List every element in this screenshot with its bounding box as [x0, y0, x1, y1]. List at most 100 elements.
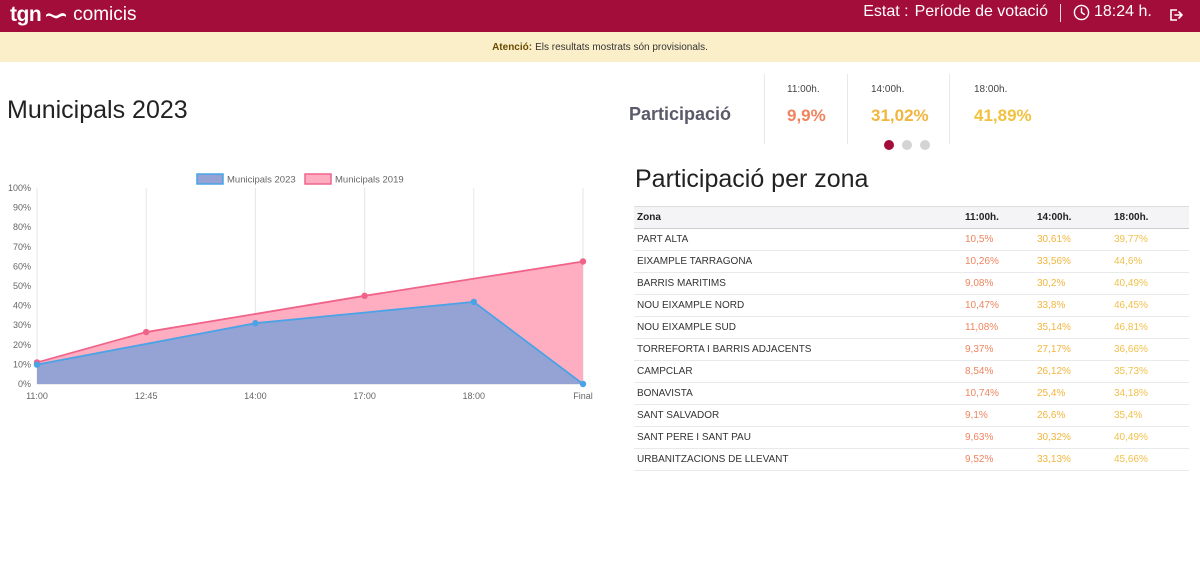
carousel-dot-2[interactable]	[902, 140, 912, 150]
zone-value-cell: 11,08%	[962, 316, 1034, 339]
data-point	[33, 361, 41, 368]
zone-value-cell: 10,26%	[962, 250, 1034, 273]
zone-name-cell: CAMPCLAR	[634, 360, 962, 383]
zone-value-cell: 10,47%	[962, 294, 1034, 317]
table-row: BONAVISTA 10,74% 25,4% 34,18%	[634, 382, 1189, 405]
logout-icon[interactable]	[1168, 7, 1184, 23]
participation-value: 9,9%	[787, 106, 826, 125]
zone-value-cell: 33,8%	[1034, 294, 1111, 317]
zone-name-cell: BONAVISTA	[634, 382, 962, 405]
col-header-1100: 11:00h.	[962, 206, 1034, 229]
alert-label: Atenció:	[492, 41, 533, 53]
participation-chart: 0% 10% 20% 30% 40% 50% 60% 70% 80% 90% 100% 11:00 12…	[8, 173, 593, 401]
participation-item-1800: 18:00h. 41,89%	[949, 74, 1051, 144]
zone-value-cell: 44,6%	[1111, 250, 1189, 273]
zone-value-cell: 26,12%	[1034, 360, 1111, 383]
zone-value-cell: 25,4%	[1034, 382, 1111, 405]
zone-value-cell: 33,13%	[1034, 448, 1111, 471]
series-line-0	[36, 300, 584, 385]
zones-table: Zona 11:00h. 14:00h. 18:00h. PART ALTA 10…	[634, 206, 1189, 471]
zone-value-cell: 45,66%	[1111, 448, 1189, 471]
zone-value-cell: 9,1%	[962, 404, 1034, 427]
participation-item-1100: 11:00h. 9,9%	[764, 74, 846, 144]
table-row: PART ALTA 10,5% 30,61% 39,77%	[634, 228, 1189, 251]
table-row: URBANITZACIONS DE LLEVANT 9,52% 33,13% 45,6…	[634, 448, 1189, 471]
col-header-1800: 18:00h.	[1111, 206, 1189, 229]
provisional-results-alert: Atenció: Els resultats mostrats són prov…	[0, 32, 1200, 62]
zone-value-cell: 27,17%	[1034, 338, 1111, 361]
table-row: NOU EIXAMPLE NORD 10,47% 33,8% 46,45%	[634, 294, 1189, 317]
y-tick-label: 70%	[13, 242, 31, 252]
zone-name-cell: PART ALTA	[634, 228, 962, 251]
legend-label: Municipals 2019	[335, 175, 404, 186]
zone-value-cell: 34,18%	[1111, 382, 1189, 405]
x-tick-label: 14:00	[244, 391, 267, 401]
table-row: EIXAMPLE TARRAGONA 10,26% 33,56% 44,6%	[634, 250, 1189, 273]
zone-value-cell: 9,37%	[962, 338, 1034, 361]
zone-value-cell: 10,74%	[962, 382, 1034, 405]
data-point	[361, 292, 368, 299]
zone-value-cell: 30,32%	[1034, 426, 1111, 449]
zone-name-cell: BARRIS MARITIMS	[634, 272, 962, 295]
participation-time: 14:00h.	[871, 84, 905, 95]
zone-value-cell: 26,6%	[1034, 404, 1111, 427]
y-tick-label: 60%	[13, 261, 31, 271]
data-point	[470, 298, 477, 306]
data-point	[252, 320, 259, 327]
brand-tgn: tgn	[10, 3, 42, 26]
time-value: 18:24 h.	[1094, 3, 1152, 20]
data-point	[579, 380, 587, 388]
status-label: Estat :	[863, 3, 909, 20]
zone-value-cell: 8,54%	[962, 360, 1034, 383]
legend-label: Municipals 2023	[227, 175, 296, 186]
y-tick-label: 10%	[13, 359, 31, 369]
participation-title: Participació	[629, 104, 732, 124]
zone-name-cell: EIXAMPLE TARRAGONA	[634, 250, 962, 273]
zone-value-cell: 35,14%	[1034, 316, 1111, 339]
zone-value-cell: 46,81%	[1111, 316, 1189, 339]
y-tick-label: 30%	[13, 320, 31, 330]
brand-comicis: comicis	[73, 4, 137, 25]
table-row: BARRIS MARITIMS 9,08% 30,2% 40,49%	[634, 272, 1189, 295]
zone-value-cell: 30,2%	[1034, 272, 1111, 295]
zone-name-cell: SANT PERE I SANT PAU	[634, 426, 962, 449]
series-line-1	[36, 260, 584, 364]
carousel-dot-1[interactable]	[884, 140, 894, 150]
carousel-dot-3[interactable]	[920, 140, 930, 150]
col-header-1400: 14:00h.	[1034, 206, 1111, 229]
brand-logo[interactable]: tgn comicis	[10, 2, 137, 28]
zone-value-cell: 33,56%	[1034, 250, 1111, 273]
zone-value-cell: 39,77%	[1111, 228, 1189, 251]
participation-value: 41,89%	[974, 106, 1032, 125]
zone-name-cell: URBANITZACIONS DE LLEVANT	[634, 448, 962, 471]
zone-value-cell: 9,08%	[962, 272, 1034, 295]
zone-value-cell: 40,49%	[1111, 272, 1189, 295]
table-row: SANT PERE I SANT PAU 9,63% 30,32% 40,49%	[634, 426, 1189, 449]
top-bar: tgn comicis Estat : Període de votació 1…	[0, 0, 1200, 32]
participation-time: 11:00h.	[787, 84, 820, 95]
status-value: Període de votació	[914, 3, 1048, 20]
zone-value-cell: 30,61%	[1034, 228, 1111, 251]
zone-value-cell: 46,45%	[1111, 294, 1189, 317]
zone-value-cell: 9,63%	[962, 426, 1034, 449]
y-tick-label: 80%	[13, 222, 31, 232]
zone-value-cell: 36,66%	[1111, 338, 1189, 361]
zone-name-cell: SANT SALVADOR	[634, 404, 962, 427]
zone-name-cell: TORREFORTA I BARRIS ADJACENTS	[634, 338, 962, 361]
election-status: Estat : Període de votació	[863, 3, 1048, 21]
current-time: 18:24 h.	[1073, 3, 1152, 21]
zone-value-cell: 40,49%	[1111, 426, 1189, 449]
zone-value-cell: 35,73%	[1111, 360, 1189, 383]
zone-value-cell: 9,52%	[962, 448, 1034, 471]
y-tick-label: 0%	[18, 379, 31, 389]
x-tick-label: 18:00	[463, 391, 486, 401]
participation-item-1400: 14:00h. 31,02%	[847, 74, 949, 144]
table-row: NOU EIXAMPLE SUD 11,08% 35,14% 46,81%	[634, 316, 1189, 339]
participation-value: 31,02%	[871, 106, 929, 125]
table-header-row: Zona 11:00h. 14:00h. 18:00h.	[634, 206, 1189, 229]
y-tick-label: 20%	[13, 340, 31, 350]
zone-value-cell: 35,4%	[1111, 404, 1189, 427]
page-title: Municipals 2023	[7, 96, 188, 124]
table-row: SANT SALVADOR 9,1% 26,6% 35,4%	[634, 404, 1189, 427]
legend-swatch	[304, 173, 332, 185]
